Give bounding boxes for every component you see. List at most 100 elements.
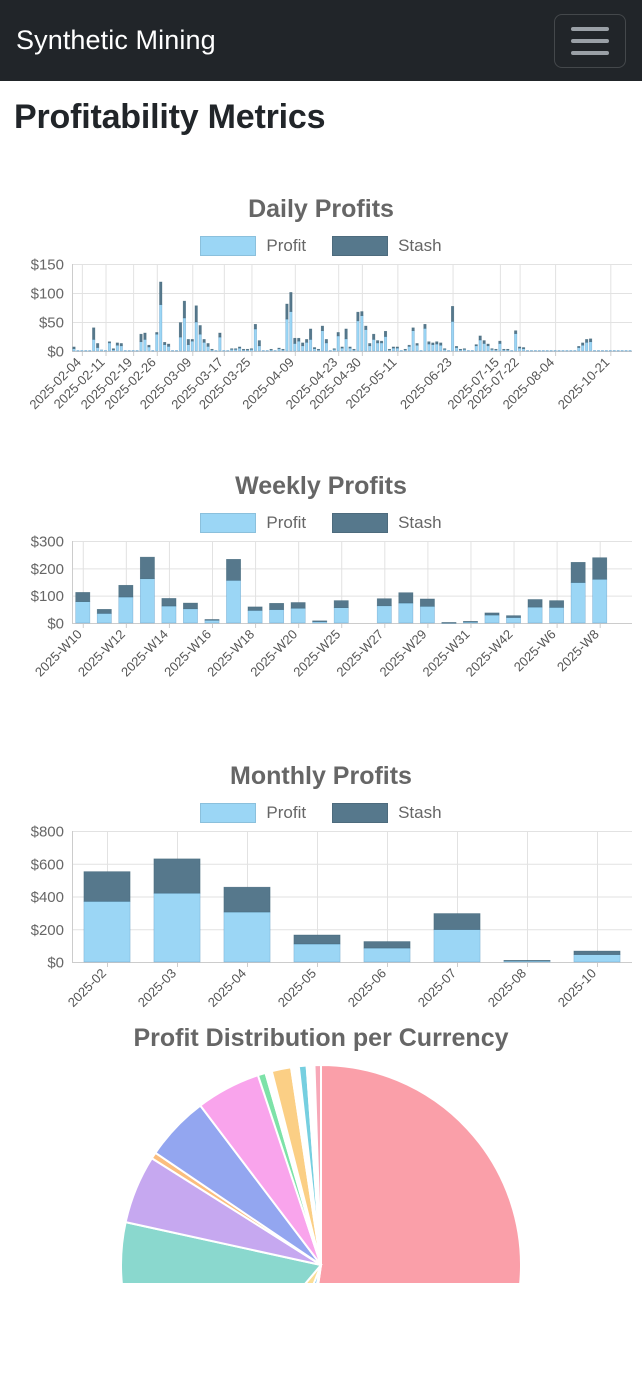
bar-segment-profit[interactable] xyxy=(592,578,608,624)
bar-segment-profit[interactable] xyxy=(198,333,202,352)
bar-segment-profit[interactable] xyxy=(427,343,431,352)
bar-segment-stash[interactable] xyxy=(411,327,415,332)
bar-segment-profit[interactable] xyxy=(161,605,177,624)
bar-segment-profit[interactable] xyxy=(474,345,478,352)
bar-segment-profit[interactable] xyxy=(223,911,271,963)
bar-segment-stash[interactable] xyxy=(290,602,306,609)
bar-segment-stash[interactable] xyxy=(356,311,360,322)
bar-segment-profit[interactable] xyxy=(573,954,621,963)
bar-segment-profit[interactable] xyxy=(96,347,100,352)
bar-segment-profit[interactable] xyxy=(561,350,565,352)
bar-segment-profit[interactable] xyxy=(194,321,198,352)
bar-segment-profit[interactable] xyxy=(596,350,601,352)
bar-segment-stash[interactable] xyxy=(451,306,455,322)
bar-segment-stash[interactable] xyxy=(293,934,341,945)
bar-segment-profit[interactable] xyxy=(174,350,179,352)
bar-segment-stash[interactable] xyxy=(439,342,443,346)
bar-segment-stash[interactable] xyxy=(518,346,522,349)
bar-segment-stash[interactable] xyxy=(249,348,253,350)
bar-segment-profit[interactable] xyxy=(498,343,502,352)
bar-segment-profit[interactable] xyxy=(204,619,220,624)
bar-segment-profit[interactable] xyxy=(628,350,632,352)
bar-segment-stash[interactable] xyxy=(281,348,285,351)
bar-segment-stash[interactable] xyxy=(443,348,447,350)
bar-segment-stash[interactable] xyxy=(204,619,220,621)
bar-segment-stash[interactable] xyxy=(415,343,419,346)
bar-segment-profit[interactable] xyxy=(88,350,92,352)
bar-segment-profit[interactable] xyxy=(257,345,261,352)
bar-segment-stash[interactable] xyxy=(577,346,581,348)
bar-segment-profit[interactable] xyxy=(423,328,427,352)
bar-segment-profit[interactable] xyxy=(470,350,474,352)
bar-segment-profit[interactable] xyxy=(127,350,131,352)
bar-segment-profit[interactable] xyxy=(454,347,459,352)
bar-segment-profit[interactable] xyxy=(190,340,194,352)
bar-segment-profit[interactable] xyxy=(419,350,423,352)
bar-segment-stash[interactable] xyxy=(333,600,349,608)
bar-segment-stash[interactable] xyxy=(293,337,297,344)
bar-segment-stash[interactable] xyxy=(312,620,328,622)
bar-segment-profit[interactable] xyxy=(143,339,147,352)
bar-segment-profit[interactable] xyxy=(151,350,155,352)
bar-segment-stash[interactable] xyxy=(324,339,328,344)
bar-segment-stash[interactable] xyxy=(458,348,462,351)
bar-segment-stash[interactable] xyxy=(585,339,589,343)
bar-segment-profit[interactable] xyxy=(293,943,341,963)
bar-segment-profit[interactable] xyxy=(218,336,222,352)
bar-segment-profit[interactable] xyxy=(226,580,241,624)
bar-segment-stash[interactable] xyxy=(570,562,586,583)
bar-segment-profit[interactable] xyxy=(525,350,530,352)
bar-segment-profit[interactable] xyxy=(565,350,569,352)
bar-segment-profit[interactable] xyxy=(247,610,263,624)
bar-segment-stash[interactable] xyxy=(92,327,96,340)
bar-segment-profit[interactable] xyxy=(285,318,289,352)
bar-segment-stash[interactable] xyxy=(75,592,91,602)
bar-segment-stash[interactable] xyxy=(462,348,466,350)
bar-segment-profit[interactable] xyxy=(336,335,340,352)
bar-segment-stash[interactable] xyxy=(463,621,478,623)
bar-segment-profit[interactable] xyxy=(569,350,573,352)
bar-segment-profit[interactable] xyxy=(604,350,608,352)
bar-segment-profit[interactable] xyxy=(313,348,317,352)
legend-item-profit[interactable]: Profit xyxy=(200,803,306,823)
bar-segment-profit[interactable] xyxy=(585,342,589,352)
bar-segment-stash[interactable] xyxy=(253,324,257,330)
bar-segment-stash[interactable] xyxy=(119,343,123,347)
bar-segment-profit[interactable] xyxy=(447,350,451,352)
bar-segment-stash[interactable] xyxy=(435,341,439,345)
bar-segment-stash[interactable] xyxy=(190,339,194,342)
legend-item-profit[interactable]: Profit xyxy=(200,513,306,533)
bar-segment-profit[interactable] xyxy=(273,350,277,352)
bar-segment-profit[interactable] xyxy=(226,350,230,352)
bar-segment-profit[interactable] xyxy=(356,320,360,352)
bar-segment-profit[interactable] xyxy=(107,342,111,352)
bar-segment-profit[interactable] xyxy=(376,605,392,624)
bar-segment-profit[interactable] xyxy=(506,617,521,624)
bar-segment-stash[interactable] xyxy=(111,348,115,351)
bar-segment-profit[interactable] xyxy=(482,343,486,352)
bar-segment-profit[interactable] xyxy=(360,315,364,352)
bar-segment-stash[interactable] xyxy=(441,622,457,624)
bar-segment-stash[interactable] xyxy=(395,346,399,349)
bar-segment-stash[interactable] xyxy=(336,332,340,337)
bar-segment-stash[interactable] xyxy=(226,559,241,581)
bar-segment-stash[interactable] xyxy=(506,615,521,618)
bar-segment-profit[interactable] xyxy=(589,341,593,352)
bar-segment-profit[interactable] xyxy=(171,350,175,352)
bar-segment-stash[interactable] xyxy=(364,325,368,330)
bar-segment-profit[interactable] xyxy=(206,346,210,352)
bar-segment-stash[interactable] xyxy=(313,347,317,349)
bar-segment-profit[interactable] xyxy=(549,350,553,352)
bar-segment-stash[interactable] xyxy=(139,556,155,580)
bar-segment-stash[interactable] xyxy=(72,346,76,349)
bar-segment-stash[interactable] xyxy=(297,337,301,342)
bar-segment-stash[interactable] xyxy=(118,584,134,598)
bar-segment-stash[interactable] xyxy=(502,348,506,351)
bar-segment-profit[interactable] xyxy=(415,344,419,352)
bar-segment-stash[interactable] xyxy=(194,305,198,323)
bar-segment-stash[interactable] xyxy=(257,340,261,347)
bar-segment-stash[interactable] xyxy=(115,342,119,346)
bar-segment-profit[interactable] xyxy=(96,613,112,624)
bar-segment-profit[interactable] xyxy=(119,345,123,352)
bar-segment-stash[interactable] xyxy=(474,344,478,347)
